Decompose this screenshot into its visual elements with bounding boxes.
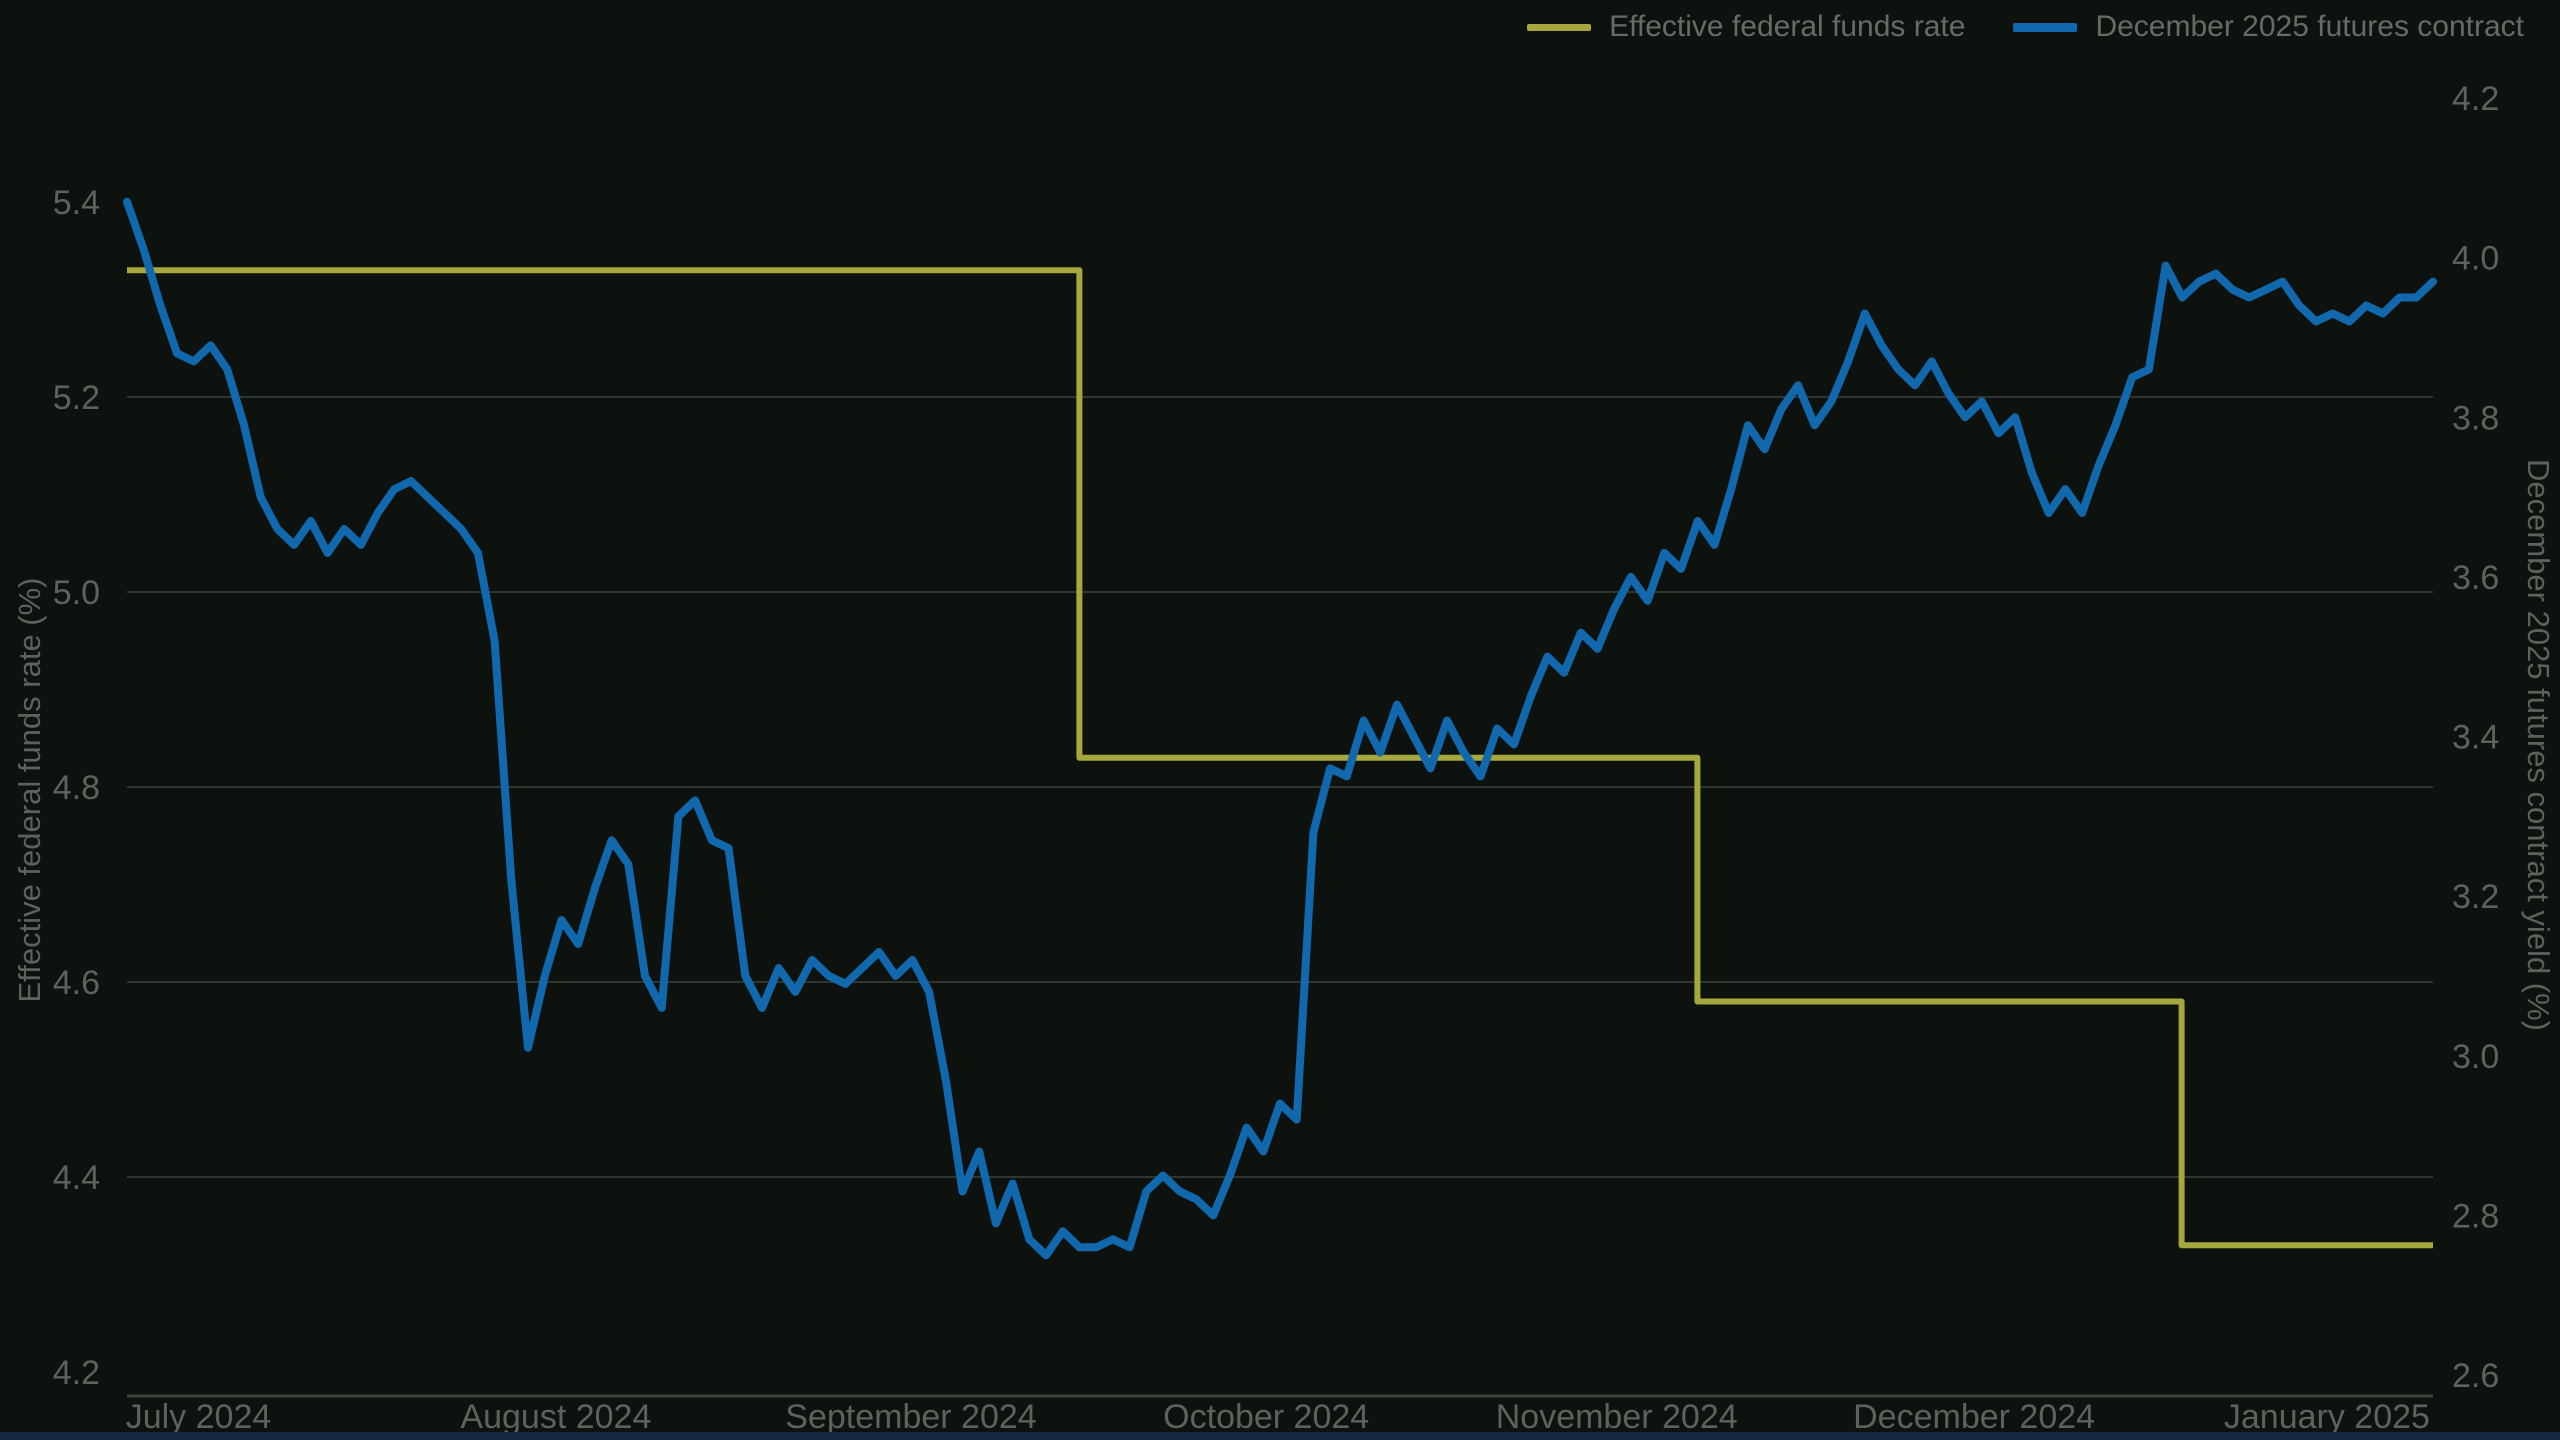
x-tick-label: October 2024 bbox=[1163, 1398, 1369, 1436]
right-tick-label: 3.6 bbox=[2452, 559, 2499, 597]
x-tick-label: September 2024 bbox=[785, 1398, 1036, 1436]
futures-line bbox=[123, 197, 2437, 1260]
right-axis-title: December 2025 futures contract yield (%) bbox=[2521, 458, 2556, 1032]
left-tick-label: 5.2 bbox=[53, 379, 100, 417]
legend-label: December 2025 futures contract bbox=[2095, 10, 2524, 43]
futures-line-swatch-icon bbox=[2013, 22, 2078, 32]
right-tick-label: 2.6 bbox=[2452, 1357, 2499, 1395]
left-tick-label: 4.2 bbox=[53, 1354, 100, 1392]
right-tick-label: 4.0 bbox=[2452, 240, 2499, 278]
left-tick-label: 5.0 bbox=[53, 574, 100, 612]
effr-line-swatch-icon bbox=[1527, 23, 1592, 31]
right-tick-label: 3.8 bbox=[2452, 399, 2499, 437]
right-tick-label: 4.2 bbox=[2452, 80, 2499, 118]
left-tick-label: 4.4 bbox=[53, 1159, 100, 1197]
right-tick-label: 3.0 bbox=[2452, 1038, 2499, 1076]
right-tick-label: 2.8 bbox=[2452, 1197, 2499, 1235]
bottom-border-strip bbox=[0, 1432, 2560, 1440]
x-tick-label: August 2024 bbox=[460, 1398, 651, 1436]
legend-item-effective-federal-funds-rate: Effective federal funds rate bbox=[1527, 10, 1965, 44]
legend-label: Effective federal funds rate bbox=[1609, 10, 1966, 43]
legend: Effective federal funds rate December 20… bbox=[1527, 10, 2524, 44]
left-tick-label: 4.8 bbox=[53, 769, 100, 807]
x-tick-label: November 2024 bbox=[1496, 1398, 1738, 1436]
effr-step-line bbox=[127, 267, 2433, 1249]
left-tick-label: 4.6 bbox=[53, 964, 100, 1002]
right-tick-label: 3.2 bbox=[2452, 878, 2499, 916]
left-tick-label: 5.4 bbox=[53, 184, 100, 222]
x-tick-label: December 2024 bbox=[1853, 1398, 2095, 1436]
x-tick-label: July 2024 bbox=[126, 1398, 272, 1436]
legend-item-december-2025-futures-contract: December 2025 futures contract bbox=[2013, 10, 2524, 44]
x-tick-label: January 2025 bbox=[2224, 1398, 2430, 1436]
right-tick-label: 3.4 bbox=[2452, 719, 2499, 757]
left-axis-title: Effective federal funds rate (%) bbox=[12, 577, 47, 1003]
